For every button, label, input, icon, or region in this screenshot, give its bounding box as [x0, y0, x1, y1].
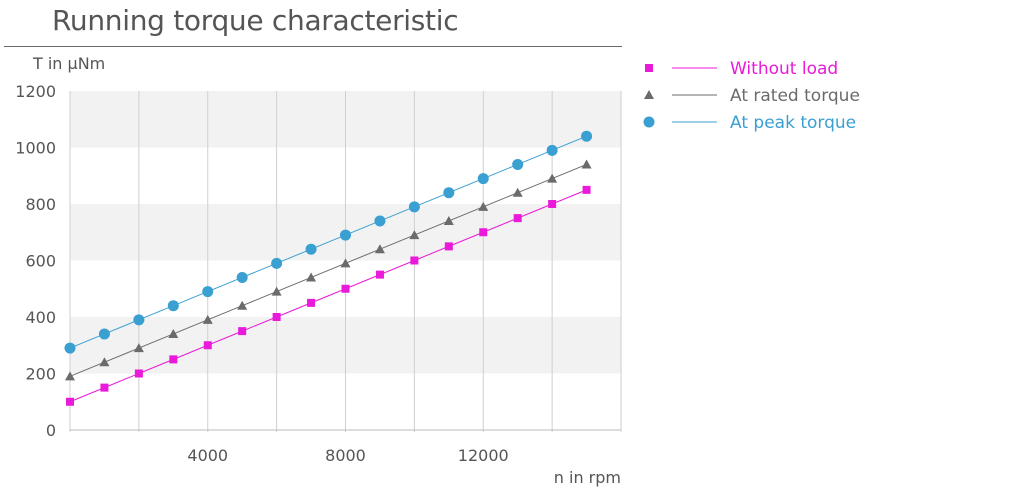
y-tick-label: 1000 — [15, 139, 56, 158]
y-tick-label: 0 — [46, 421, 56, 440]
legend-marker — [644, 90, 654, 99]
series-layer — [64, 130, 593, 406]
data-point — [65, 371, 75, 381]
legend-marker — [643, 116, 655, 128]
data-point — [443, 187, 455, 199]
data-point — [478, 201, 489, 211]
x-tick-labels: 4000 8000 12000 — [187, 446, 508, 465]
data-point — [202, 314, 213, 324]
data-point — [98, 328, 110, 340]
data-point — [410, 256, 419, 265]
series-at-peak-torque — [64, 130, 593, 354]
data-point — [546, 144, 558, 156]
data-point — [340, 258, 351, 268]
legend-item: At rated torque — [644, 86, 860, 106]
data-point — [167, 300, 179, 312]
data-point — [443, 215, 454, 225]
legend-label: Without load — [730, 59, 838, 79]
data-point — [444, 242, 453, 251]
data-point — [271, 286, 282, 296]
legend-label: At peak torque — [730, 113, 856, 133]
data-point — [133, 343, 144, 353]
x-tick-label: 8000 — [325, 446, 366, 465]
x-axis-label: n in rpm — [554, 468, 621, 487]
series-line — [69, 163, 587, 377]
data-point — [271, 257, 283, 269]
legend: Without load At rated torque At peak torqu… — [643, 59, 860, 133]
data-point — [581, 130, 593, 142]
y-tick-label: 600 — [25, 252, 56, 271]
legend-item: At peak torque — [643, 113, 856, 133]
data-point — [547, 173, 558, 183]
data-point — [581, 159, 592, 169]
data-point — [64, 342, 76, 354]
data-point — [340, 229, 351, 241]
data-point — [548, 200, 557, 208]
data-point — [409, 230, 420, 240]
y-tick-label: 800 — [25, 195, 56, 214]
data-point — [134, 369, 143, 378]
data-point — [375, 270, 384, 279]
legend-item: Without load — [645, 59, 838, 79]
data-point — [512, 187, 523, 197]
series-without-load — [66, 185, 591, 406]
data-point — [477, 173, 489, 185]
data-point — [100, 383, 109, 392]
y-tick-label: 1200 — [15, 82, 56, 101]
data-point — [272, 313, 281, 321]
data-point — [203, 341, 212, 350]
data-point — [512, 158, 524, 170]
data-point — [66, 397, 74, 406]
series-line — [69, 189, 587, 403]
data-point — [168, 328, 179, 338]
data-point — [582, 185, 591, 194]
data-point — [306, 272, 317, 282]
series-line — [69, 135, 587, 349]
x-tick-label: 4000 — [187, 446, 228, 465]
data-point — [169, 355, 178, 364]
data-point — [408, 201, 420, 213]
x-tick-label: 12000 — [458, 446, 509, 465]
data-point — [305, 243, 317, 255]
data-point — [374, 244, 385, 254]
data-point — [236, 271, 248, 283]
data-point — [341, 284, 350, 293]
data-point — [374, 215, 386, 227]
chart-title: Running torque characteristic — [52, 4, 459, 37]
legend-marker — [645, 64, 653, 72]
data-point — [133, 314, 145, 326]
data-point — [202, 286, 214, 298]
legend-label: At rated torque — [730, 86, 860, 106]
data-point — [99, 357, 110, 367]
data-point — [238, 327, 247, 336]
data-point — [479, 228, 488, 237]
y-tick-label: 200 — [25, 365, 56, 384]
data-point — [307, 298, 316, 307]
y-tick-labels: 0 200 400 600 800 1000 1200 — [15, 82, 56, 440]
data-point — [237, 300, 248, 310]
series-at-rated-torque — [65, 159, 592, 381]
y-tick-label: 400 — [25, 308, 56, 327]
y-axis-label: T in µNm — [32, 54, 105, 73]
title-underline — [4, 46, 622, 47]
data-point — [513, 214, 522, 223]
